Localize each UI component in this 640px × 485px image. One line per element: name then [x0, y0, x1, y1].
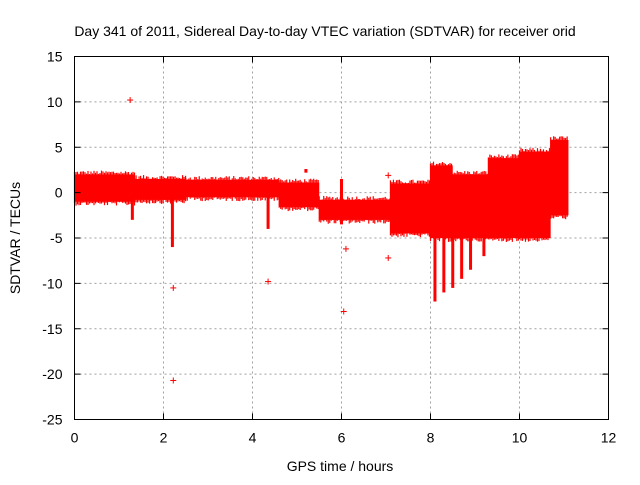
x-tick-label: 6 — [338, 430, 346, 446]
x-tick-label: 8 — [427, 430, 435, 446]
y-tick-label: -25 — [42, 412, 62, 428]
y-tick-label: 10 — [47, 94, 63, 110]
y-tick-label: -20 — [42, 366, 62, 382]
outlier-point — [342, 245, 349, 252]
outlier-point — [340, 308, 347, 315]
y-tick-label: 15 — [47, 49, 63, 65]
x-tick-label: 4 — [249, 430, 257, 446]
outlier-point — [170, 377, 177, 384]
data-points — [73, 97, 569, 384]
x-tick-label: 12 — [601, 430, 617, 446]
outlier-point — [385, 172, 392, 179]
x-axis-label: GPS time / hours — [287, 458, 394, 474]
x-tick-label: 2 — [160, 430, 168, 446]
y-tick-label: -5 — [50, 230, 63, 246]
axis-ticks: 0 2 4 6 8 10 12 -25 -20 -15 -10 -5 0 5 10 15 — [42, 49, 616, 446]
y-tick-label: -15 — [42, 321, 62, 337]
outlier-point — [265, 278, 272, 285]
y-tick-label: -10 — [42, 275, 62, 291]
y-tick-label: 5 — [55, 139, 63, 155]
x-tick-label: 0 — [71, 430, 79, 446]
x-tick-label: 10 — [512, 430, 528, 446]
outlier-point — [127, 97, 134, 104]
chart-title: Day 341 of 2011, Sidereal Day-to-day VTE… — [74, 23, 575, 39]
outlier-point — [170, 284, 177, 291]
outlier-point — [385, 254, 392, 261]
y-tick-label: 0 — [55, 185, 63, 201]
y-axis-label: SDTVAR / TECUs — [7, 182, 23, 294]
